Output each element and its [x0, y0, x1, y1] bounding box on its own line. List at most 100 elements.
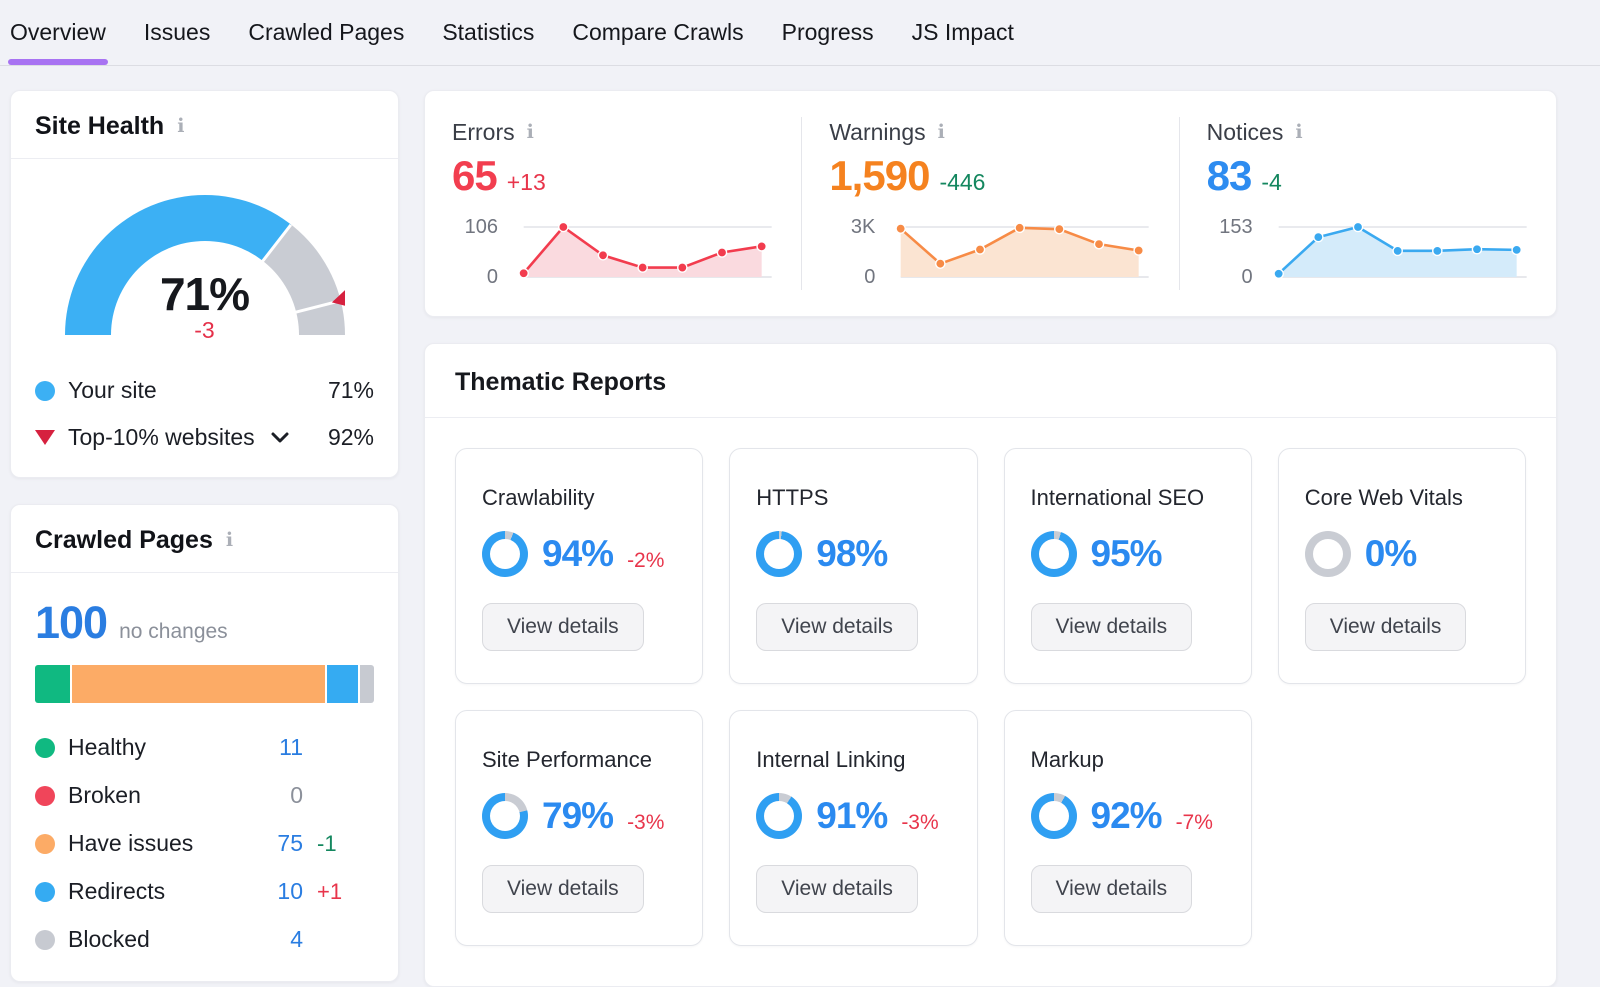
thematic-card-markup: Markup 92% -7% View details	[1003, 710, 1252, 946]
issues-delta: -446	[939, 169, 986, 195]
site-health-score: 71%	[159, 268, 250, 320]
progress-donut-icon	[482, 793, 528, 839]
thematic-card-title: Markup	[1030, 747, 1104, 772]
view-details-button[interactable]: View details	[1304, 603, 1467, 651]
view-details-button[interactable]: View details	[1030, 603, 1193, 651]
y-min-label: 0	[1241, 266, 1253, 288]
view-details-button[interactable]: View details	[1030, 865, 1193, 913]
tab-js-impact[interactable]: JS Impact	[911, 19, 1014, 45]
dashboard-body: Site Health i 71% -3 Your site 71% Top-10%…	[0, 66, 1600, 987]
issues-delta: -4	[1261, 169, 1282, 195]
thematic-card-title: Core Web Vitals	[1304, 485, 1463, 510]
info-icon[interactable]: i	[177, 115, 185, 137]
crawled-pages-legend-row: Broken 0	[35, 782, 374, 809]
thematic-metric: 0%	[1304, 531, 1499, 577]
legend-value: 71%	[327, 377, 374, 403]
status-count[interactable]: 4	[290, 926, 303, 952]
site-dot-icon	[35, 380, 55, 401]
y-min-label: 0	[864, 266, 876, 288]
view-details-button[interactable]: View details	[482, 603, 644, 651]
tab-issues[interactable]: Issues	[143, 19, 211, 45]
thematic-card-internal-linking: Internal Linking 91% -3% View details	[729, 710, 978, 946]
site-health-gauge: 71% -3	[64, 195, 345, 341]
issues-section-errors: Errors i 65 +13 106 0	[425, 117, 801, 290]
legend-value: 92%	[327, 424, 374, 450]
issues-trend-chart: 106 0	[452, 216, 781, 288]
issues-title-text: Warnings	[829, 119, 926, 145]
left-column: Site Health i 71% -3 Your site 71% Top-10%…	[10, 90, 399, 982]
issues-section-title: Errors i	[452, 119, 781, 146]
y-axis-labels: 106 0	[452, 216, 508, 288]
bar-segment-have-issues	[72, 665, 327, 703]
status-dot-icon	[35, 785, 55, 806]
tab-overview[interactable]: Overview	[8, 0, 108, 65]
progress-donut-icon	[756, 531, 803, 577]
site-health-delta: -3	[194, 317, 215, 341]
crawled-pages-count: 100	[35, 597, 108, 648]
site-health-title: Site Health	[35, 112, 165, 140]
view-details-button[interactable]: View details	[756, 603, 918, 651]
progress-donut-icon	[756, 793, 803, 839]
thematic-score: 92%	[1090, 795, 1163, 836]
issues-title-text: Notices	[1206, 119, 1284, 145]
status-count[interactable]: 75	[277, 830, 303, 856]
crawled-pages-header: Crawled Pages i	[11, 505, 398, 573]
y-max-label: 3K	[850, 216, 876, 238]
sparkline-errors	[518, 221, 772, 279]
y-min-label: 0	[486, 266, 498, 288]
info-icon[interactable]: i	[225, 529, 234, 551]
site-health-card: Site Health i 71% -3 Your site 71% Top-10%…	[10, 90, 399, 478]
thematic-reports-grid: Crawlability 94% -2% View details HTTPS 98% Vi…	[425, 418, 1556, 986]
thematic-reports-header: Thematic Reports	[425, 344, 1556, 418]
site-health-legend: Your site 71% Top-10% websites 92%	[11, 345, 398, 477]
progress-donut-icon	[1030, 793, 1077, 839]
thematic-card-international-seo: International SEO 95% View details	[1003, 448, 1252, 684]
crawled-pages-stacked-bar	[35, 665, 374, 703]
thematic-card-title: Internal Linking	[756, 747, 906, 772]
view-details-button[interactable]: View details	[482, 865, 644, 913]
crawled-pages-total: 100 no changes	[35, 597, 374, 649]
thematic-delta: -3%	[901, 811, 939, 834]
y-axis-labels: 3K 0	[829, 216, 885, 288]
crawled-pages-legend: Healthy 11 Broken 0 Have issues 75 -1 Redirects…	[11, 703, 398, 981]
right-column: Errors i 65 +13 106 0 Warnings i 1,590 -446 3K 0 Not…	[424, 90, 1557, 987]
issues-count: 1,590	[829, 152, 930, 199]
tab-crawled-pages[interactable]: Crawled Pages	[248, 19, 405, 45]
tab-compare-crawls[interactable]: Compare Crawls	[572, 19, 744, 45]
tab-statistics[interactable]: Statistics	[442, 19, 535, 45]
thematic-card-site-performance: Site Performance 79% -3% View details	[455, 710, 704, 946]
thematic-delta: -3%	[627, 811, 665, 834]
info-icon[interactable]: i	[1295, 121, 1303, 143]
info-icon[interactable]: i	[526, 121, 534, 143]
info-icon[interactable]: i	[937, 121, 945, 143]
issues-trend-chart: 153 0	[1207, 216, 1536, 288]
crawled-pages-title: Crawled Pages	[35, 526, 213, 554]
thematic-card-title: HTTPS	[756, 485, 829, 510]
status-label: Redirects	[68, 878, 166, 904]
thematic-metric: 79% -3%	[482, 793, 676, 839]
site-health-header: Site Health i	[11, 91, 398, 159]
status-count[interactable]: 11	[279, 734, 303, 760]
y-max-label: 153	[1219, 216, 1253, 238]
thematic-score: 79%	[542, 795, 614, 836]
issues-delta: +13	[506, 169, 546, 195]
crawled-pages-legend-row: Blocked 4	[35, 926, 374, 953]
chevron-down-icon[interactable]	[270, 430, 290, 446]
thematic-metric: 98%	[756, 531, 950, 577]
issues-summary-card: Errors i 65 +13 106 0 Warnings i 1,590 -446 3K 0 Not…	[424, 90, 1557, 317]
status-dot-icon	[35, 833, 55, 854]
thematic-score: 98%	[816, 533, 888, 574]
view-details-button[interactable]: View details	[756, 865, 918, 913]
bar-segment-redirects	[326, 665, 361, 703]
issues-count: 83	[1206, 152, 1253, 199]
issues-section-title: Notices i	[1207, 119, 1536, 146]
status-delta: -1	[317, 830, 337, 856]
sparkline-warnings	[895, 222, 1149, 278]
issues-count: 65	[452, 152, 498, 199]
tab-progress[interactable]: Progress	[781, 19, 874, 45]
status-dot-icon	[35, 737, 55, 758]
sparkline-notices	[1273, 221, 1527, 280]
thematic-metric: 94% -2%	[482, 531, 676, 577]
status-count[interactable]: 10	[277, 878, 303, 904]
status-label: Have issues	[68, 830, 194, 856]
